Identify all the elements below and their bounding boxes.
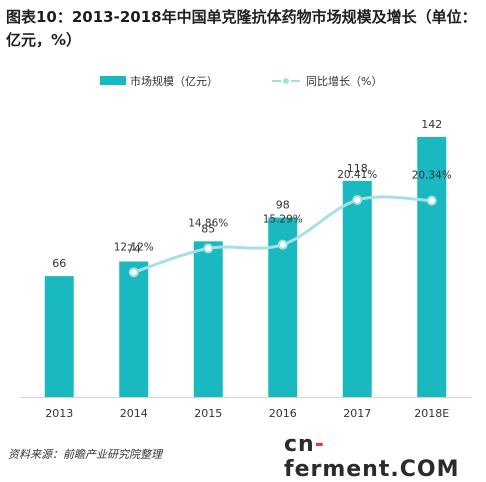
- legend-label-line: 同比增长（%）: [306, 75, 383, 88]
- growth-point-2018E: [426, 195, 437, 206]
- growth-label-2016: 15.29%: [263, 214, 303, 226]
- x-tick-2015: 2015: [194, 407, 222, 420]
- bar-2015: [193, 241, 223, 397]
- growth-point-2015: [203, 243, 214, 254]
- bar-label-2015: 85: [201, 222, 215, 235]
- x-tick-2018E: 2018E: [414, 407, 449, 420]
- growth-point-2017: [352, 195, 363, 206]
- x-tick-2016: 2016: [269, 407, 297, 420]
- watermark-logo: cn-ferment.COM: [284, 432, 460, 482]
- bar-label-2014: 74: [127, 242, 141, 255]
- bar-2018E: [417, 136, 447, 397]
- growth-point-2016: [277, 239, 288, 250]
- bar-2013: [44, 276, 74, 397]
- bar-label-2017: 118: [347, 162, 368, 175]
- legend-line-marker: [281, 76, 291, 86]
- x-tick-2013: 2013: [45, 407, 73, 420]
- legend-bar-swatch: [100, 76, 126, 85]
- bar-2014: [119, 261, 149, 397]
- x-tick-2017: 2017: [343, 407, 371, 420]
- chart-plot: 66 2013 74 2014 85 2015 98 2016 118 2017 142 2018E 1…: [20, 118, 472, 420]
- chart-title: 图表10：2013-2018年中国单克隆抗体药物市场规模及增长（单位：亿元，%）: [6, 8, 477, 49]
- growth-label-2014: 12.12%: [114, 241, 154, 253]
- growth-label-2018E: 20.34%: [412, 170, 452, 182]
- bar-label-2018E: 142: [421, 118, 442, 131]
- bar-label-2016: 98: [276, 199, 290, 212]
- growth-label-2017: 20.41%: [337, 169, 377, 181]
- growth-point-2014: [128, 267, 139, 278]
- legend: 市场规模（亿元） 同比增长（%）: [0, 66, 486, 94]
- source-note: 资料来源：前瞻产业研究院整理: [8, 448, 162, 461]
- growth-label-2015: 14.86%: [188, 217, 228, 229]
- legend-label-bar: 市场规模（亿元）: [130, 75, 218, 88]
- bar-2017: [342, 180, 372, 397]
- x-tick-2014: 2014: [120, 407, 148, 420]
- bar-label-2013: 66: [52, 257, 66, 270]
